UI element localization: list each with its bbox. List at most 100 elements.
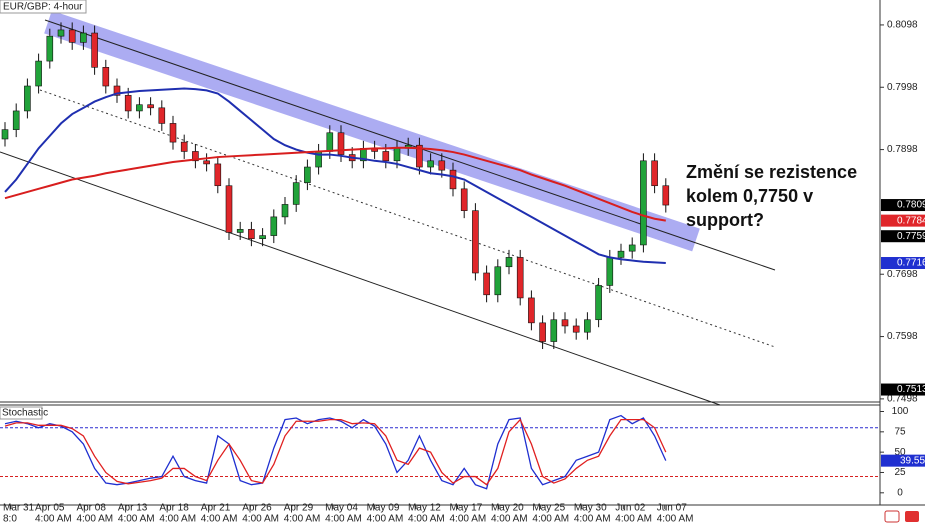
candle-body (180, 141, 188, 152)
candle-body (449, 169, 457, 190)
x-time-label: 4:00 AM (491, 514, 528, 525)
candle-body (292, 182, 300, 205)
x-time-label: 4:00 AM (159, 514, 196, 525)
candle-body (550, 319, 558, 342)
x-time-label: 4:00 AM (242, 514, 279, 525)
x-time-label: 4:00 AM (574, 514, 611, 525)
x-tick-label: May 12 (408, 503, 441, 514)
candle-body (113, 85, 121, 96)
price-label-box (881, 257, 925, 270)
x-tick-label: Apr 21 (201, 503, 231, 514)
x-tick-label: Jun 07 (657, 503, 687, 514)
x-time-label: 4:00 AM (615, 514, 652, 525)
x-tick-label: Apr 29 (284, 503, 314, 514)
candle-body (651, 160, 658, 187)
y-tick-label: 0.7598 (887, 331, 918, 342)
x-tick-label: May 04 (325, 503, 358, 514)
candle-body (124, 95, 132, 112)
x-tick-label: Apr 18 (159, 503, 189, 514)
candle-body (248, 229, 255, 240)
candle-body (326, 132, 334, 152)
indicator-title: Stochastic (2, 408, 48, 419)
candle-body (561, 319, 569, 327)
candle-body (169, 123, 177, 143)
chart-title: EUR/GBP: 4-hour (3, 2, 83, 13)
x-tick-label: May 30 (574, 503, 607, 514)
icon[interactable] (905, 511, 919, 522)
candle-body (102, 67, 110, 87)
candle-body (281, 204, 289, 218)
y-tick-label: 25 (894, 467, 906, 478)
y-tick-label: 0.7998 (887, 82, 918, 93)
title-box (0, 0, 87, 14)
x-time-label: 4:00 AM (35, 514, 72, 525)
y-tick-label: 0.8098 (887, 20, 918, 31)
x-time-label: 4:00 AM (450, 514, 487, 525)
price-label: 0.7716 (897, 258, 925, 269)
icon[interactable] (884, 510, 900, 523)
candle-body (393, 148, 401, 162)
candle-body (12, 110, 20, 130)
x-time-label: 4:00 AM (367, 514, 404, 525)
x-time-label: 8:0 (3, 514, 17, 525)
candle-body (80, 32, 87, 43)
candle-body (304, 166, 311, 183)
candle-body (472, 210, 479, 274)
annotation: support? (686, 210, 764, 230)
x-tick-label: May 09 (367, 503, 400, 514)
candle-body (1, 129, 9, 140)
price-label-box (881, 214, 925, 227)
candle-body (584, 319, 591, 333)
candle-body (91, 32, 98, 68)
price-label-box (881, 383, 925, 396)
x-time-label: 4:00 AM (76, 514, 113, 525)
candle-body (46, 35, 54, 62)
plot (1, 22, 670, 350)
value-label: 39.55 (900, 455, 925, 466)
candle-body (158, 107, 166, 124)
candle-body (337, 132, 345, 155)
candle-body (24, 85, 31, 112)
x-tick-label: Apr 08 (76, 503, 106, 514)
candle-body (483, 272, 490, 296)
candle-body (225, 185, 233, 233)
x-tick-label: Apr 13 (118, 503, 148, 514)
x-tick-label: Apr 26 (242, 503, 272, 514)
candle-body (57, 29, 65, 37)
candle-body (460, 188, 468, 211)
candle-body (259, 235, 266, 240)
candle-body (662, 185, 670, 206)
candle-body (516, 257, 524, 299)
stochastic-line (4, 418, 667, 486)
moving-average (4, 146, 666, 222)
x-time-label: 4:00 AM (325, 514, 362, 525)
x-tick-label: Apr 05 (35, 503, 65, 514)
candle-body (640, 160, 647, 246)
candle-body (617, 250, 625, 258)
candle-body (572, 325, 580, 333)
x-time-label: 4:00 AM (532, 514, 569, 525)
price-label-box (881, 230, 925, 243)
candle-body (494, 266, 502, 296)
price-label: 0.7809 (897, 200, 925, 211)
y-tick-label: 0.7898 (887, 144, 918, 155)
price-label: 0.7513 (897, 384, 925, 395)
candle-body (595, 285, 602, 321)
candle-body (203, 160, 210, 165)
price-label: 0.7759 (897, 231, 925, 242)
y-tick-label: 75 (894, 426, 906, 437)
candle-body (147, 104, 154, 109)
value-label-box (881, 454, 925, 467)
y-tick-label: 0 (897, 487, 903, 498)
candle-body (427, 160, 434, 168)
channel-line (0, 151, 721, 406)
x-time-label: 4:00 AM (408, 514, 445, 525)
x-tick-label: May 20 (491, 503, 524, 514)
title-box (0, 406, 43, 420)
candle-body (528, 297, 535, 324)
x-time-label: 4:00 AM (657, 514, 694, 525)
candle-body (416, 144, 423, 168)
price-label: 0.7784 (897, 215, 925, 226)
